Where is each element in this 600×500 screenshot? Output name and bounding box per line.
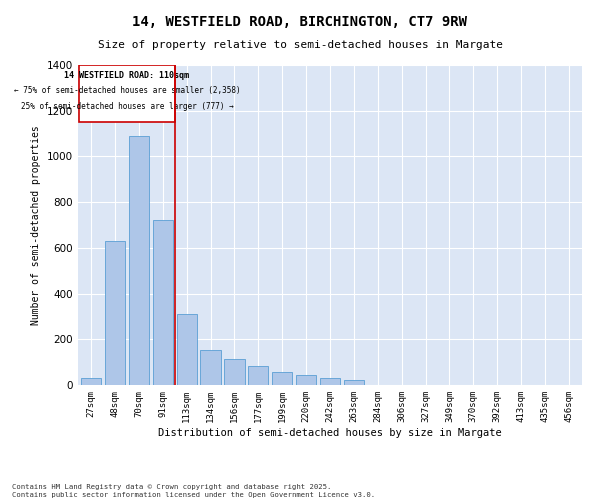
Bar — [129, 136, 149, 385]
Bar — [344, 380, 364, 385]
Bar — [248, 366, 268, 385]
X-axis label: Distribution of semi-detached houses by size in Margate: Distribution of semi-detached houses by … — [158, 428, 502, 438]
Bar — [200, 350, 221, 385]
Text: Size of property relative to semi-detached houses in Margate: Size of property relative to semi-detach… — [97, 40, 503, 50]
Bar — [272, 372, 292, 385]
Bar — [152, 220, 173, 385]
Bar — [320, 378, 340, 385]
Text: 14 WESTFIELD ROAD: 110sqm: 14 WESTFIELD ROAD: 110sqm — [64, 71, 190, 80]
Bar — [224, 358, 245, 385]
Bar — [81, 378, 101, 385]
Bar — [105, 241, 125, 385]
Y-axis label: Number of semi-detached properties: Number of semi-detached properties — [31, 125, 41, 325]
Bar — [176, 314, 197, 385]
Text: 25% of semi-detached houses are larger (777) →: 25% of semi-detached houses are larger (… — [20, 102, 233, 110]
Bar — [296, 374, 316, 385]
Text: Contains HM Land Registry data © Crown copyright and database right 2025.
Contai: Contains HM Land Registry data © Crown c… — [12, 484, 375, 498]
Text: ← 75% of semi-detached houses are smaller (2,358): ← 75% of semi-detached houses are smalle… — [14, 86, 240, 94]
Text: 14, WESTFIELD ROAD, BIRCHINGTON, CT7 9RW: 14, WESTFIELD ROAD, BIRCHINGTON, CT7 9RW — [133, 15, 467, 29]
Bar — [79, 65, 175, 122]
